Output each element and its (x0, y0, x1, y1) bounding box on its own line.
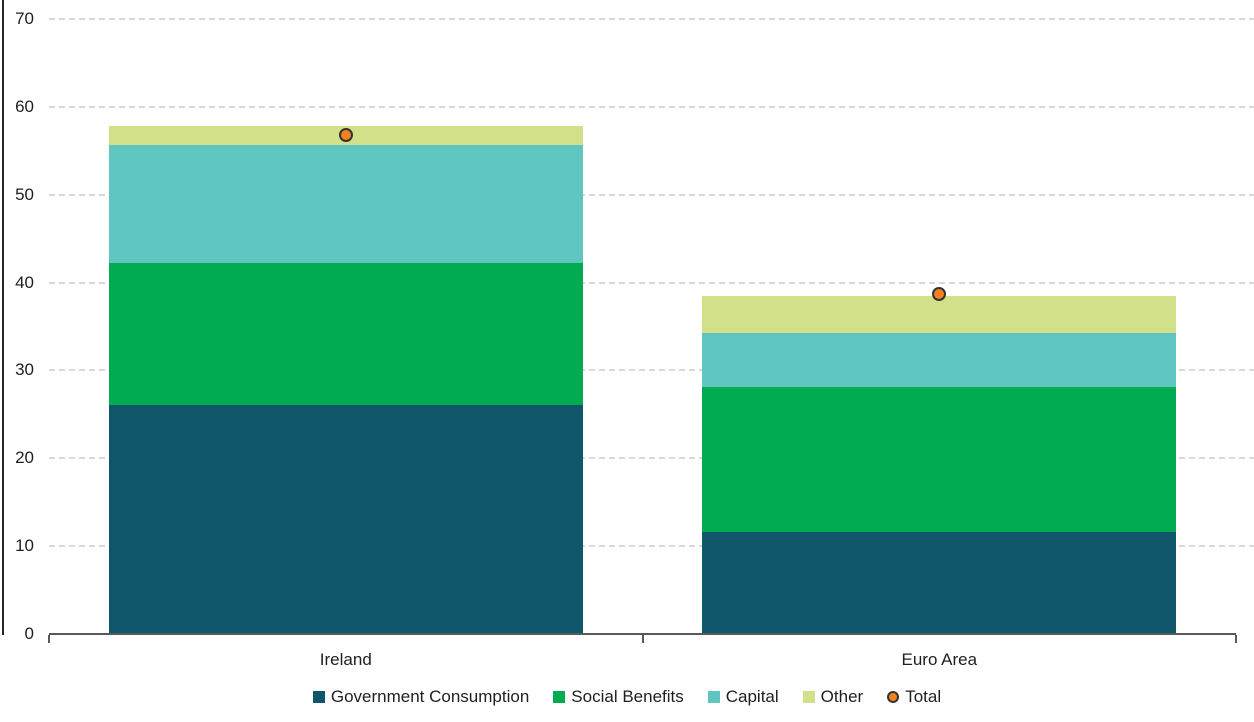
legend-item-government-consumption: Government Consumption (312, 687, 530, 707)
x-axis-tick-2 (1235, 635, 1237, 643)
legend-item-social-benefits: Social Benefits (553, 687, 684, 707)
bar-segment-euro-area-government-consumption (702, 532, 1177, 634)
y-axis-tick-label-0: 0 (24, 624, 34, 643)
legend-label-other: Other (820, 687, 864, 706)
y-axis-line (2, 0, 4, 635)
y-axis-tick-label-60: 60 (15, 97, 34, 116)
legend-swatch-government-consumption (312, 691, 325, 703)
legend-label-government-consumption: Government Consumption (330, 687, 530, 706)
y-axis-tick-label-40: 40 (15, 273, 34, 292)
gridline-20 (49, 457, 1254, 459)
legend-label-total: Total (905, 687, 942, 706)
legend-label-capital: Capital (725, 687, 779, 706)
total-marker-ireland (338, 128, 353, 142)
x-axis-line (49, 633, 1236, 635)
bar-segment-ireland-government-consumption (108, 404, 583, 634)
gridline-70 (49, 18, 1254, 20)
bar-segment-ireland-social-benefits (108, 263, 583, 405)
legend-item-total: Total (887, 687, 941, 707)
legend-swatch-social-benefits (553, 691, 566, 703)
y-axis-tick-label-10: 10 (15, 536, 34, 555)
legend-total-marker-icon (887, 691, 900, 703)
x-axis-tick-1 (642, 635, 644, 643)
legend-label-social-benefits: Social Benefits (571, 687, 684, 706)
gridline-30 (49, 369, 1254, 371)
legend: Government Consumption Social Benefits Cap… (0, 687, 1254, 707)
bar-segment-euro-area-capital (702, 332, 1177, 388)
legend-swatch-other (802, 691, 815, 703)
legend-swatch-capital (707, 691, 720, 703)
gridline-60 (49, 106, 1254, 108)
legend-item-capital: Capital (707, 687, 779, 707)
x-axis-tick-0 (48, 635, 50, 643)
y-axis-tick-label-30: 30 (15, 360, 34, 379)
bar-segment-euro-area-other (702, 295, 1177, 333)
gridline-10 (49, 545, 1254, 547)
x-axis-category-label-ireland: Ireland (319, 650, 372, 669)
bar-segment-ireland-capital (108, 144, 583, 264)
y-axis-tick-label-50: 50 (15, 185, 34, 204)
gridline-40 (49, 282, 1254, 284)
total-marker-euro-area (932, 287, 947, 301)
bar-segment-euro-area-social-benefits (702, 387, 1177, 533)
y-axis-tick-label-70: 70 (15, 9, 34, 28)
gridline-50 (49, 194, 1254, 196)
y-axis-tick-label-20: 20 (15, 448, 34, 467)
legend-item-other: Other (802, 687, 864, 707)
x-axis-category-label-euro-area: Euro Area (901, 650, 978, 669)
